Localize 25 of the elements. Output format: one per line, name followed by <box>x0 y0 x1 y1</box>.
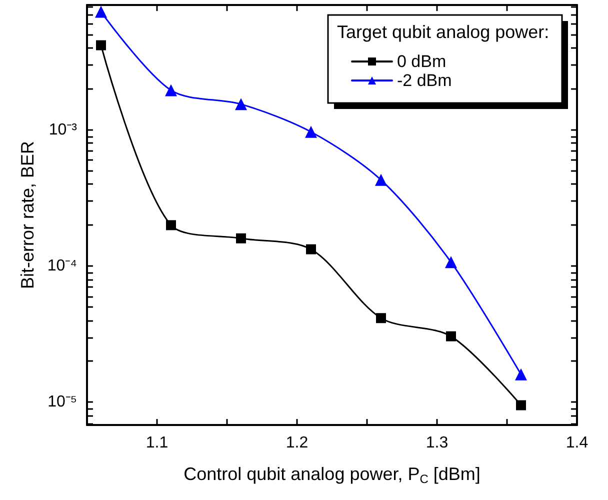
point <box>165 84 177 96</box>
x-tick-label: 1.3 <box>426 434 448 452</box>
point <box>376 313 386 324</box>
x-tick-label: 1.4 <box>566 434 588 452</box>
point <box>515 368 527 380</box>
y-axis-title: Bit-error rate, BER <box>17 140 38 290</box>
point <box>306 244 316 254</box>
point <box>375 174 387 186</box>
legend-title: Target qubit analog power: <box>337 22 550 42</box>
legend-label: -2 dBm <box>397 71 452 90</box>
y-tick-label: 10⁻⁴ <box>47 258 78 275</box>
x-tick-label: 1.1 <box>146 434 168 452</box>
point <box>236 233 246 244</box>
point <box>305 126 317 138</box>
legend-label: 0 dBm <box>397 52 446 71</box>
point <box>516 400 526 410</box>
point <box>235 98 247 110</box>
y-tick-label: 10⁻³ <box>48 122 78 139</box>
x-tick-label: 1.2 <box>286 434 308 452</box>
point <box>166 220 176 230</box>
y-tick-label: 10⁻⁵ <box>48 394 77 411</box>
point <box>96 40 106 50</box>
point <box>95 6 107 18</box>
point <box>446 331 456 342</box>
point <box>445 256 457 268</box>
